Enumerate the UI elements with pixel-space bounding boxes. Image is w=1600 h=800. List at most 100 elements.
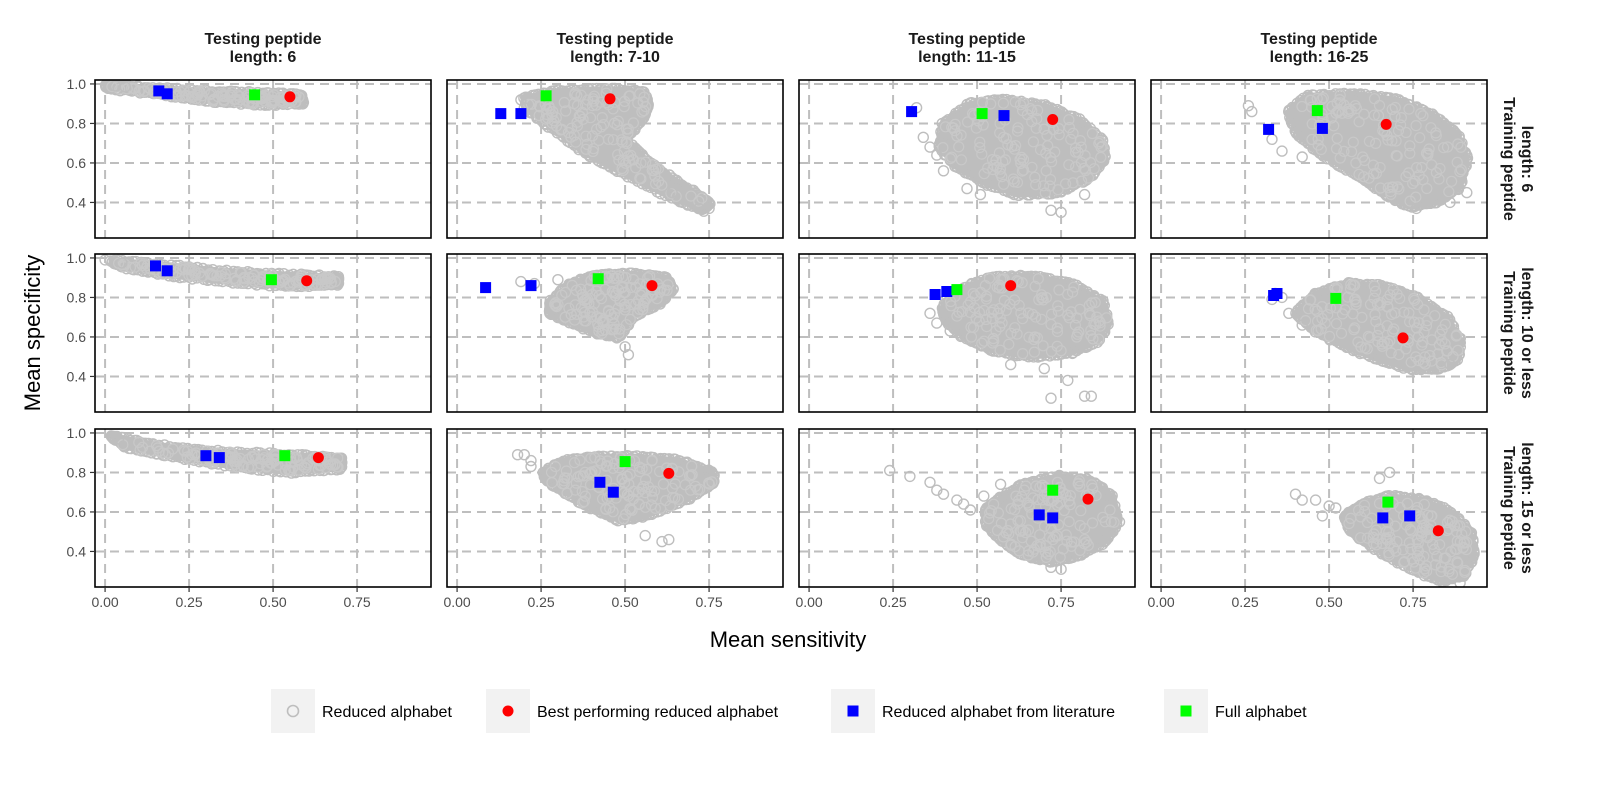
reduced-alphabet-point bbox=[1417, 110, 1429, 122]
reduced-alphabet-point bbox=[985, 306, 997, 318]
reduced-alphabet-point bbox=[589, 151, 601, 163]
reduced-alphabet-point bbox=[1446, 568, 1459, 580]
reduced-alphabet-point bbox=[1344, 283, 1357, 295]
reduced-alphabet-point bbox=[1417, 174, 1429, 186]
reduced-alphabet-point bbox=[1040, 165, 1052, 177]
reduced-alphabet-point bbox=[639, 529, 651, 542]
reduced-alphabet-point bbox=[606, 270, 618, 282]
reduced-alphabet-point bbox=[1090, 318, 1102, 331]
reduced-alphabet-point bbox=[1284, 107, 1297, 120]
reduced-alphabet-point bbox=[1433, 173, 1445, 185]
reduced-alphabet-point bbox=[131, 444, 143, 456]
reduced-alphabet-point bbox=[637, 303, 649, 316]
reduced-alphabet-point bbox=[276, 275, 288, 287]
legend-item: Reduced alphabet bbox=[271, 689, 452, 733]
reduced-alphabet-point bbox=[1370, 137, 1382, 149]
legend-item: Best performing reduced alphabet bbox=[486, 689, 779, 733]
reduced-alphabet-point bbox=[183, 86, 195, 98]
reduced-alphabet-point bbox=[1060, 489, 1072, 501]
reduced-alphabet-point bbox=[545, 466, 558, 478]
column-strip-label: Testing peptide bbox=[556, 31, 673, 48]
reduced-alphabet-point bbox=[1332, 106, 1344, 118]
reduced-alphabet-point bbox=[1022, 549, 1034, 561]
reduced-alphabet-point bbox=[1026, 115, 1038, 128]
reduced-alphabet-point bbox=[208, 93, 220, 105]
panel-marks bbox=[511, 449, 720, 548]
reduced-alphabet-point bbox=[1039, 187, 1051, 199]
reduced-alphabet-point bbox=[182, 445, 194, 457]
reduced-alphabet-point bbox=[1418, 563, 1431, 575]
reduced-alphabet-point bbox=[1364, 331, 1376, 344]
reduced-alphabet-point bbox=[1410, 351, 1422, 363]
reduced-alphabet-point bbox=[1095, 151, 1107, 163]
x-tick-label: 0.75 bbox=[695, 594, 722, 610]
x-tick-label: 0.00 bbox=[795, 594, 822, 610]
reduced-alphabet-point bbox=[539, 468, 551, 480]
reduced-alphabet-point bbox=[649, 170, 661, 182]
reduced-alphabet-point bbox=[999, 154, 1012, 166]
reduced-alphabet-point bbox=[976, 337, 988, 349]
legend-label: Best performing reduced alphabet bbox=[537, 704, 779, 721]
reduced-alphabet-point bbox=[636, 463, 648, 475]
x-tick-label: 0.75 bbox=[1399, 594, 1426, 610]
panel-border bbox=[446, 79, 784, 239]
x-tick-label: 0.25 bbox=[879, 594, 906, 610]
reduced-alphabet-point bbox=[1410, 322, 1423, 334]
best-alphabet-point bbox=[1005, 280, 1017, 292]
reduced-alphabet-point bbox=[1368, 280, 1380, 292]
reduced-alphabet-point bbox=[1011, 328, 1023, 340]
reduced-alphabet-point bbox=[937, 142, 949, 154]
reduced-alphabet-point bbox=[234, 94, 246, 106]
reduced-alphabet-point bbox=[1028, 346, 1041, 358]
reduced-alphabet-point bbox=[1094, 136, 1106, 148]
full-alphabet-point bbox=[619, 456, 631, 468]
reduced-alphabet-point bbox=[1068, 281, 1080, 293]
reduced-alphabet-point bbox=[1342, 291, 1354, 303]
reduced-alphabet-point bbox=[1368, 93, 1381, 105]
reduced-alphabet-point bbox=[290, 275, 302, 287]
reduced-alphabet-point bbox=[1389, 101, 1401, 114]
reduced-alphabet-point bbox=[238, 273, 250, 285]
reduced-alphabet-point bbox=[974, 136, 986, 148]
panel-marks bbox=[1242, 87, 1474, 215]
reduced-alphabet-point bbox=[1425, 122, 1437, 134]
reduced-alphabet-point bbox=[1075, 505, 1087, 517]
reduced-alphabet-point bbox=[579, 99, 592, 111]
reduced-alphabet-point bbox=[988, 335, 1000, 347]
reduced-alphabet-point bbox=[703, 478, 716, 490]
reduced-alphabet-point bbox=[1374, 161, 1386, 174]
reduced-alphabet-point bbox=[269, 95, 281, 107]
reduced-alphabet-point bbox=[1012, 515, 1024, 527]
reduced-alphabet-point bbox=[300, 462, 312, 474]
reduced-alphabet-point bbox=[1053, 122, 1065, 135]
reduced-alphabet-point bbox=[590, 285, 602, 297]
reduced-alphabet-point bbox=[577, 113, 589, 125]
reduced-alphabet-point bbox=[1413, 354, 1425, 367]
reduced-alphabet-point bbox=[580, 143, 592, 155]
reduced-alphabet-point bbox=[1361, 516, 1374, 529]
reduced-alphabet-point bbox=[1336, 308, 1349, 320]
reduced-alphabet-point bbox=[1060, 529, 1072, 541]
reduced-alphabet-point bbox=[993, 279, 1005, 291]
reduced-alphabet-point bbox=[1051, 275, 1063, 287]
reduced-alphabet-point bbox=[1312, 133, 1324, 145]
reduced-alphabet-point bbox=[1373, 323, 1386, 335]
reduced-alphabet-point bbox=[1383, 466, 1396, 479]
reduced-alphabet-point bbox=[1041, 129, 1053, 142]
legend-item: Full alphabet bbox=[1164, 689, 1307, 733]
reduced-alphabet-point bbox=[225, 89, 238, 101]
reduced-alphabet-point bbox=[1330, 502, 1342, 514]
reduced-alphabet-point bbox=[1015, 157, 1027, 169]
reduced-alphabet-point bbox=[1032, 273, 1044, 285]
reduced-alphabet-point bbox=[1446, 319, 1458, 331]
panel-border bbox=[94, 79, 432, 239]
reduced-alphabet-point bbox=[565, 309, 577, 321]
reduced-alphabet-point bbox=[973, 315, 985, 327]
reduced-alphabet-point bbox=[1450, 330, 1462, 342]
reduced-alphabet-point bbox=[1328, 120, 1340, 132]
reduced-alphabet-point bbox=[1369, 309, 1381, 321]
reduced-alphabet-point bbox=[689, 480, 702, 492]
reduced-alphabet-point bbox=[1093, 137, 1105, 149]
full-alphabet-point bbox=[951, 284, 963, 296]
